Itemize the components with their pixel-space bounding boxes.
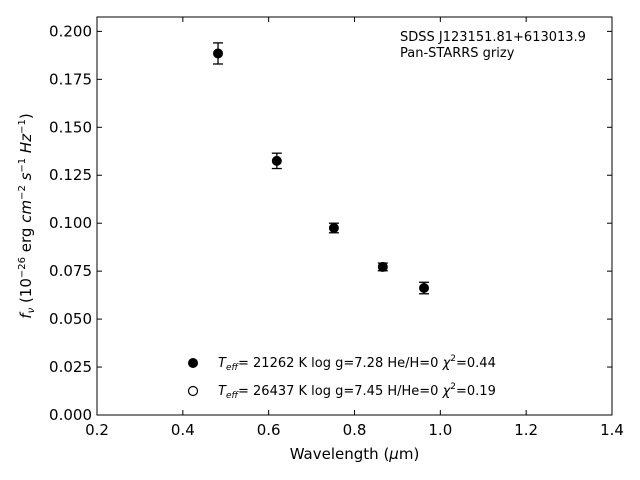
plot-area	[96, 16, 613, 416]
data-point-2	[328, 222, 339, 233]
data-point-1	[271, 155, 282, 166]
object-name-annotation: SDSS J123151.81+613013.9	[400, 30, 586, 45]
y-tick-label-7: 0.175	[49, 70, 92, 88]
data-points	[213, 42, 430, 295]
data-point-3	[377, 261, 388, 272]
y-axis-label: fν (10−26 erg cm−2 s−1 Hz−1)	[17, 113, 37, 318]
data-point-4	[419, 283, 430, 294]
y-tick-label-5: 0.125	[49, 166, 92, 184]
x-axis-label: Wavelength (μm)	[290, 445, 420, 463]
legend-marker-open	[187, 385, 199, 397]
x-tick-label-3: 0.8	[343, 421, 367, 439]
y-tick-label-8: 0.200	[49, 22, 92, 40]
y-tick-label-4: 0.100	[49, 214, 92, 232]
y-tick-label-1: 0.025	[49, 358, 92, 376]
legend: Teff= 21262 K log g=7.28 He/H=0 χ2=0.44 …	[187, 354, 496, 401]
x-tick-label-0: 0.2	[85, 421, 109, 439]
survey-annotation: Pan-STARRS grizy	[400, 46, 515, 61]
legend-marker-filled	[188, 358, 198, 368]
x-tick-label-6: 1.4	[600, 421, 624, 439]
legend-entry-1: Teff= 21262 K log g=7.28 He/H=0 χ2=0.44	[218, 354, 496, 373]
x-tick-label-2: 0.6	[257, 421, 281, 439]
y-tick-labels: 0.000 0.025 0.050 0.075 0.100 0.125 0.150 0.175…	[49, 22, 92, 424]
y-tick-label-0: 0.000	[49, 406, 92, 424]
x-tick-label-5: 1.2	[514, 421, 538, 439]
y-tick-label-3: 0.075	[49, 262, 92, 280]
x-tick-label-1: 0.4	[171, 421, 195, 439]
x-tick-labels: 0.2 0.4 0.6 0.8 1.0 1.2 1.4	[85, 421, 624, 439]
y-tick-label-2: 0.050	[49, 310, 92, 328]
axis-ticks	[96, 17, 613, 416]
x-tick-label-4: 1.0	[428, 421, 452, 439]
y-tick-label-6: 0.150	[49, 118, 92, 136]
data-point-0	[213, 48, 224, 59]
legend-entry-2: Teff= 26437 K log g=7.45 H/He=0 χ2=0.19	[218, 382, 496, 401]
